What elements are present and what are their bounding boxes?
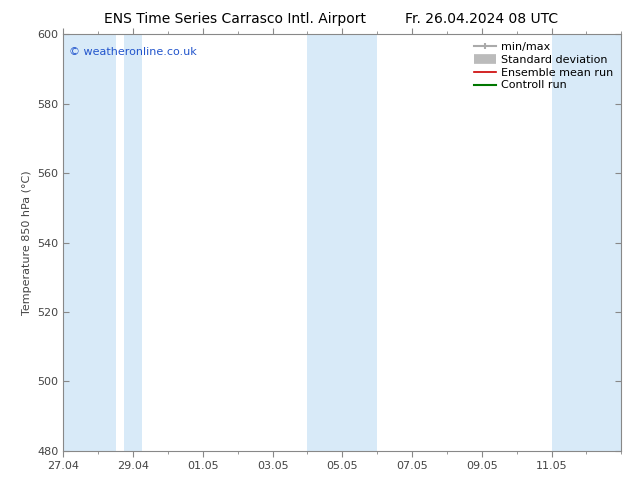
Bar: [63, 34, 115, 451]
Text: ENS Time Series Carrasco Intl. Airport: ENS Time Series Carrasco Intl. Airport: [103, 12, 366, 26]
Legend: min/max, Standard deviation, Ensemble mean run, Controll run: min/max, Standard deviation, Ensemble me…: [471, 40, 616, 93]
Bar: [124, 34, 142, 451]
Text: Fr. 26.04.2024 08 UTC: Fr. 26.04.2024 08 UTC: [405, 12, 559, 26]
Bar: [307, 34, 377, 451]
Text: © weatheronline.co.uk: © weatheronline.co.uk: [69, 47, 197, 57]
Bar: [552, 34, 621, 451]
Y-axis label: Temperature 850 hPa (°C): Temperature 850 hPa (°C): [22, 170, 32, 315]
